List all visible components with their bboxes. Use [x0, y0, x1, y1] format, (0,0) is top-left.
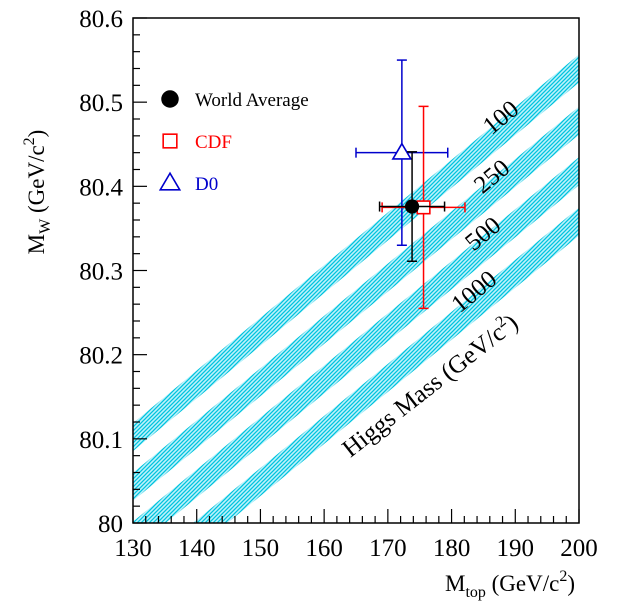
marker-d0: [391, 142, 413, 160]
band-1000: [193, 207, 579, 523]
point-cdf: [381, 105, 466, 310]
legend-item-cdf: CDF: [162, 132, 232, 153]
x-tick-label: 160: [305, 535, 343, 562]
legend-item-d0: D0: [158, 171, 218, 195]
x-tick-label: 190: [497, 535, 535, 562]
legend: World Average CDF D0: [158, 90, 309, 195]
band-250: [133, 106, 579, 501]
y-tick-label: 80.4: [79, 174, 123, 201]
x-axis-title: Mtop (GeV/c2): [445, 568, 575, 601]
legend-marker: [162, 133, 178, 149]
x-tick-label: 140: [178, 535, 216, 562]
marker-world-average: [404, 199, 420, 214]
axis-ticks: [132, 17, 580, 524]
marker-cdf: [416, 200, 431, 215]
y-tick-label: 80: [98, 511, 123, 538]
x-tick-label: 150: [242, 535, 280, 562]
y-tick-label: 80.1: [79, 427, 123, 454]
legend-label: CDF: [195, 132, 232, 153]
y-tick-label: 80.6: [79, 6, 123, 33]
x-tick-label: 180: [433, 535, 471, 562]
x-tick-label: 130: [114, 535, 152, 562]
point-world-average: [378, 151, 446, 262]
legend-marker: [158, 171, 182, 191]
legend-marker: [161, 90, 179, 108]
y-tick-label: 80.5: [79, 90, 123, 117]
x-tick-label: 200: [560, 535, 598, 562]
measurement-points: [355, 59, 466, 310]
band-500: [133, 157, 579, 523]
legend-item-world-average: World Average: [161, 90, 309, 111]
point-d0: [355, 59, 449, 246]
y-tick-label: 80.3: [79, 259, 123, 286]
y-tick-label: 80.2: [79, 343, 123, 370]
band-100: [133, 54, 579, 452]
legend-label: D0: [195, 174, 218, 195]
higgs-mass-bands: [133, 54, 579, 523]
legend-label: World Average: [195, 90, 309, 111]
x-tick-label: 170: [369, 535, 407, 562]
y-axis-title: MW (GeV/c2): [21, 130, 54, 255]
axis-tick-labels: 130 140 150 160 170 180 190 200 80 80.1 80.2 80.3 80…: [79, 6, 598, 562]
